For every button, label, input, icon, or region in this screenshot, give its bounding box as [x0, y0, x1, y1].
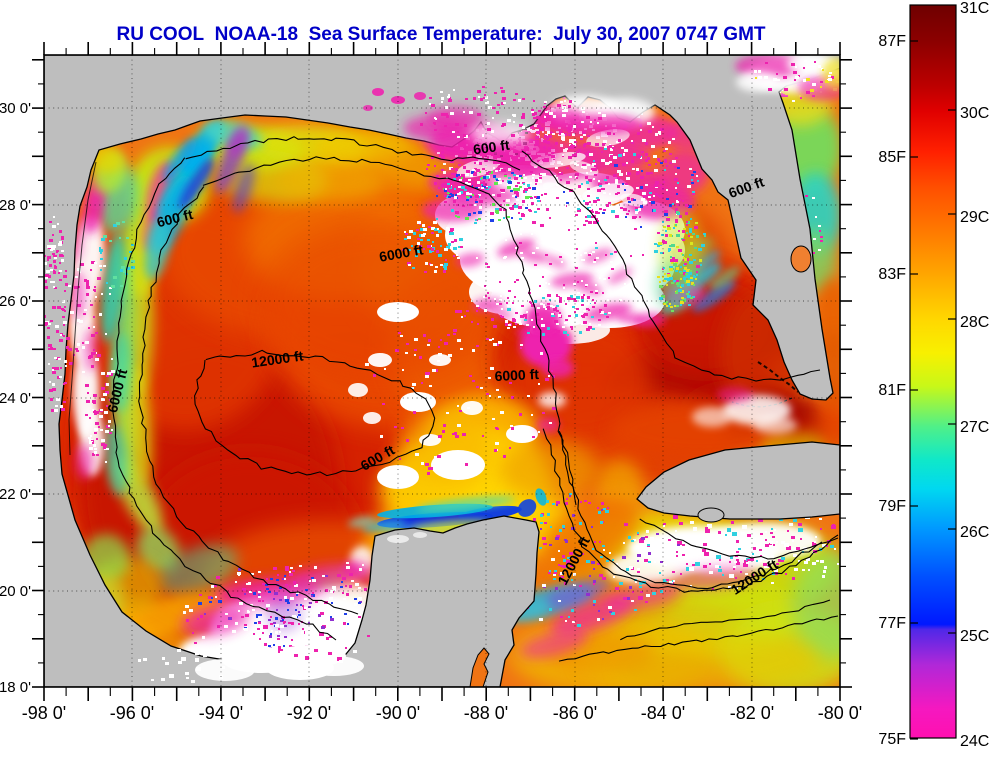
- svg-text:-96 0': -96 0': [110, 703, 154, 723]
- svg-text:31C: 31C: [960, 0, 989, 17]
- svg-text:28C: 28C: [960, 314, 989, 331]
- svg-text:-80 0': -80 0': [818, 703, 862, 723]
- svg-text:600 ft: 600 ft: [472, 137, 511, 158]
- svg-text:12000 ft: 12000 ft: [250, 347, 304, 370]
- svg-text:-98 0': -98 0': [22, 703, 66, 723]
- svg-text:29C: 29C: [960, 209, 989, 226]
- svg-text:85F: 85F: [878, 149, 906, 166]
- svg-text:25C: 25C: [960, 628, 989, 645]
- svg-text:RU COOL NOAA-18 Sea Surface: RU COOL NOAA-18 Sea Surface Temperature:…: [116, 24, 765, 45]
- svg-text:24 0': 24 0': [0, 390, 31, 407]
- svg-text:6000 ft: 6000 ft: [494, 366, 539, 384]
- svg-text:81F: 81F: [878, 382, 906, 399]
- svg-text:-88 0': -88 0': [464, 703, 508, 723]
- svg-text:75F: 75F: [878, 731, 906, 748]
- svg-text:28 0': 28 0': [0, 197, 31, 214]
- svg-text:-86 0': -86 0': [553, 703, 597, 723]
- svg-text:79F: 79F: [878, 498, 906, 515]
- svg-text:6000 ft: 6000 ft: [378, 241, 425, 265]
- svg-text:20 0': 20 0': [0, 583, 31, 600]
- svg-text:87F: 87F: [878, 33, 906, 50]
- svg-text:-94 0': -94 0': [199, 703, 243, 723]
- svg-text:18 0': 18 0': [0, 679, 31, 696]
- svg-text:30 0': 30 0': [0, 100, 31, 117]
- svg-text:83F: 83F: [878, 266, 906, 283]
- svg-text:-92 0': -92 0': [287, 703, 331, 723]
- svg-text:30C: 30C: [960, 105, 989, 122]
- svg-text:-82 0': -82 0': [730, 703, 774, 723]
- svg-text:26 0': 26 0': [0, 293, 31, 310]
- svg-text:26C: 26C: [960, 524, 989, 541]
- svg-text:24C: 24C: [960, 733, 989, 750]
- svg-text:77F: 77F: [878, 615, 906, 632]
- svg-text:27C: 27C: [960, 419, 989, 436]
- svg-text:-84 0': -84 0': [641, 703, 685, 723]
- svg-text:22 0': 22 0': [0, 486, 31, 503]
- svg-text:-90 0': -90 0': [376, 703, 420, 723]
